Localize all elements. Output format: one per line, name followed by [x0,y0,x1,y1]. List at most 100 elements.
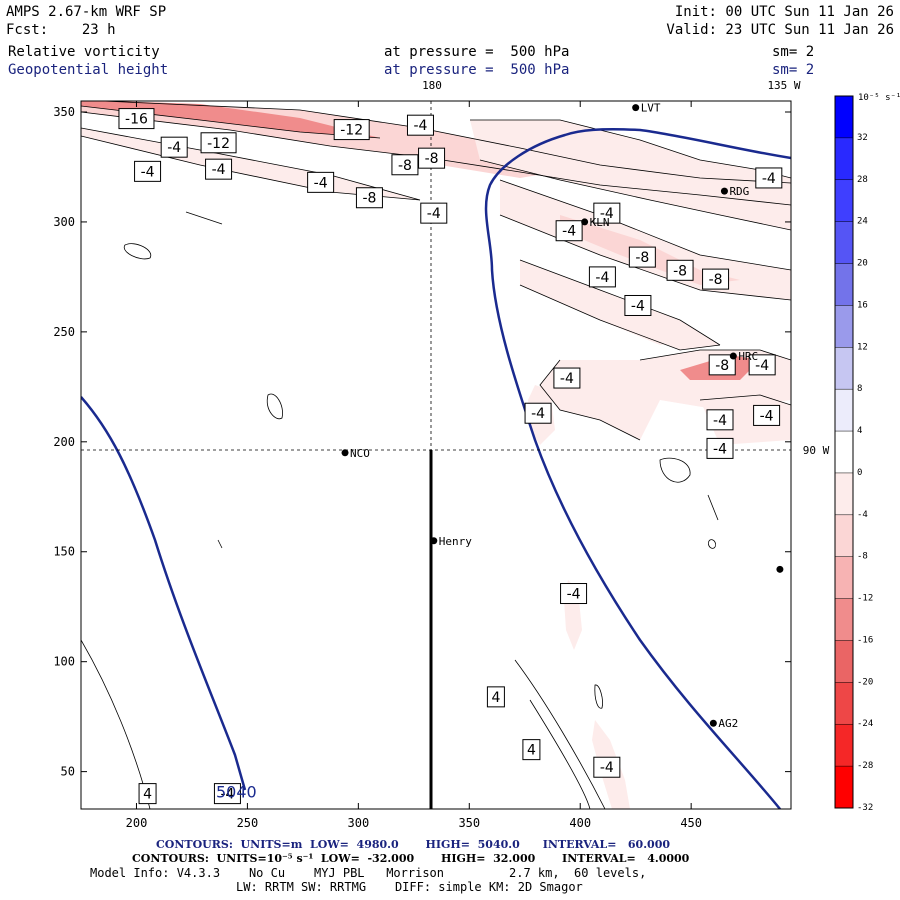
contour-label: 4 [527,743,536,759]
contour-label-box [628,246,656,268]
contour-label: -4 [167,140,181,156]
contour-label: -8 [425,151,439,167]
contour-label: 4 [491,690,500,706]
contour-label-box [333,119,370,141]
station-label: Henry [439,535,472,548]
contour-label: -4 [713,441,727,457]
colorbar-tick-label: -8 [857,552,868,562]
colorbar-swatch [835,263,853,306]
station-label: NCO [350,447,370,460]
field2-smoothing: sm= 2 [772,62,815,78]
contour-label: -12 [207,136,230,152]
contour-label-box [524,402,552,424]
contour-label-box [355,187,383,209]
colorbar-swatch [835,682,853,725]
colorbar-tick-label: -16 [857,635,873,645]
contour-label: -4 [595,270,609,286]
vorticity-labels: -16-4 -12-12 -4-8 -8-4 -4-4-8-4 -4-4-4-8-8-4-… [118,108,783,805]
vorticity-contours [81,101,791,809]
colorbar: 32 28 24 20 16 12 8 4 0 -4 -8 -12 -16 -20 -24 -28 -32 [834,95,873,813]
contour-label-box [138,783,157,805]
colorbar-tick-label: 0 [857,468,862,478]
contour-label-box [555,220,583,242]
colorbar-swatch [835,389,853,432]
y-tick-label: 150 [53,545,75,559]
station-label: RDG [729,185,749,198]
contour-label-box [160,136,188,158]
colorbar-swatch [835,724,853,767]
contour-label-box [134,160,162,182]
contour-label-box [418,147,446,169]
model-title: AMPS 2.67-km WRF SP [6,4,167,20]
contour-label: -4 [427,206,441,222]
contour-label-box [205,158,233,180]
contour-label: -4 [755,358,769,374]
plot-frame [80,100,792,810]
height-contour-label: 5040 [216,782,257,801]
contour-label-box [702,268,730,290]
station-marker [430,537,438,545]
contour-label-box [624,294,652,316]
field1-level: at pressure = 500 hPa [384,44,570,60]
colorbar-swatch [835,598,853,641]
contour-label: -4 [600,206,614,222]
contour-label-box [706,409,734,431]
contour-label-box [588,266,616,288]
height-contour-info: CONTOURS: UNITS=m LOW= 4980.0 HIGH= 5040… [156,838,670,851]
contour-label: -4 [531,406,545,422]
contour-label: -4 [413,118,427,134]
contour-label-box [118,108,155,130]
contour-label-box [593,756,621,778]
colorbar-swatch [835,179,853,223]
colorbar-swatch [835,640,853,683]
contour-label-box [307,171,335,193]
station-label: LVT [641,102,661,115]
x-tick-label: 250 [237,816,259,830]
height-labels: 5040 [216,782,257,801]
x-tick-label: 450 [680,816,702,830]
contour-label-box [593,202,621,224]
contour-label-box [391,154,419,176]
x-tick-label: 200 [126,816,148,830]
colorbar-tick-label: -24 [857,719,873,729]
lon-180-label: 180 [422,79,442,92]
contour-label-box [560,583,588,605]
station-label: AG2 [718,717,738,730]
colorbar-tick-label: 24 [857,217,868,227]
colorbar-swatch [835,514,853,558]
lon-135w-label: 135 W [767,79,800,92]
contour-label-box [553,367,581,389]
contour-label: -4 [762,171,776,187]
contour-label: -4 [220,787,234,803]
y-tick-label: 300 [53,215,75,229]
contour-label-box [708,354,736,376]
contour-label: -4 [562,224,576,240]
colorbar-tick-label: 28 [857,175,868,185]
colorbar-tick-label: 16 [857,300,868,310]
contour-label: -4 [560,371,574,387]
x-axis-ticks: 200 250 300 350 400 450 [126,101,702,830]
contour-label: -8 [398,158,412,174]
contour-label-box [420,202,448,224]
colorbar-swatch [835,137,853,181]
colorbar-tick-label: 12 [857,342,868,352]
contour-label-box [666,259,694,281]
contour-label-box [213,783,241,805]
contour-label: -8 [715,358,729,374]
geopotential-height-contours [81,127,791,809]
contour-label: -4 [760,408,774,424]
init-time: Init: 00 UTC Sun 11 Jan 26 [674,4,894,20]
station-marker [729,352,737,360]
station-label: HRC [738,350,758,363]
contour-label-box [748,354,776,376]
station-marker [709,719,717,727]
field2-level: at pressure = 500 hPa [384,62,570,78]
y-tick-label: 250 [53,325,75,339]
station-marker [341,449,349,457]
y-tick-label: 50 [61,765,75,779]
station-markers: LVT RDG KLN HRC NCO Henry AG2 [341,102,784,730]
contour-label: -4 [631,298,645,314]
colorbar-tick-label: 4 [857,426,862,436]
colorbar-swatch [835,472,853,516]
